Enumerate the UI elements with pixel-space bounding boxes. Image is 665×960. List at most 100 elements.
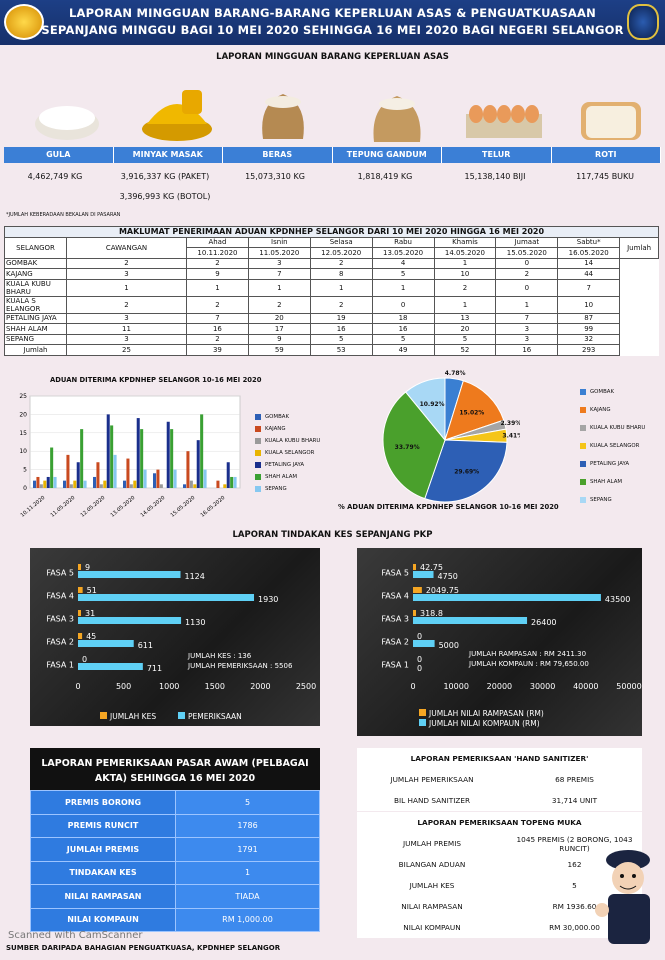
bar xyxy=(140,429,144,488)
data-label: 4750 xyxy=(438,572,458,581)
topeng-key: NILAI KOMPAUN xyxy=(403,923,461,932)
branch-name: Jumlah xyxy=(4,344,67,356)
pasar-value: 1 xyxy=(175,860,320,885)
pasar-title: LAPORAN PEMERIKSAAN PASAR AWAM (PELBAGAI… xyxy=(41,758,309,784)
pasar-title-box: LAPORAN PEMERIKSAAN PASAR AWAM (PELBAGAI… xyxy=(30,748,320,796)
bar xyxy=(143,469,147,488)
category-label: FASA 2 xyxy=(46,638,74,647)
cell-value: 4 xyxy=(371,257,435,269)
cell-value: 11 xyxy=(66,323,187,335)
cell-value: 49 xyxy=(371,344,435,356)
category-label: FASA 3 xyxy=(46,615,74,624)
hand-key: BIL HAND SANITIZER xyxy=(393,796,471,805)
bar xyxy=(223,484,227,488)
table-row: NILAI KOMPAUN RM 1,000.00 xyxy=(30,907,320,932)
bar xyxy=(153,473,157,488)
topeng-value: RM 30,000.00 xyxy=(549,923,600,932)
cell-value: 2 xyxy=(309,257,373,269)
qty-roti: 117,745 BUKU xyxy=(576,172,634,181)
data-label: 5000 xyxy=(439,641,459,650)
pie-chart-title: % ADUAN DITERIMA KPDNHEP SELANGOR 10-16 … xyxy=(338,503,559,511)
cell-value: 7 xyxy=(495,312,559,324)
cell-value: 25 xyxy=(66,344,187,356)
bar xyxy=(233,476,237,488)
header: LAPORAN MINGGUAN BARANG-BARANG KEPERLUAN… xyxy=(0,0,665,45)
supply-note: *JUMLAH KEBERADAAN BEKALAN DI PASARAN xyxy=(6,212,121,218)
bar xyxy=(413,617,528,624)
legend-item: KUALA KUBU BHARU xyxy=(580,419,645,437)
bar xyxy=(80,429,84,488)
bar xyxy=(189,480,193,488)
bar xyxy=(413,640,435,647)
cell-value: 2 xyxy=(433,278,497,297)
cell-value: 16 xyxy=(186,323,249,335)
table-row: KAJANG 3 9 7 8 5 10 2 44 xyxy=(4,268,659,280)
pie-chart-legend: GOMBAK KAJANG KUALA KUBU BHARU KUALA SELANG… xyxy=(580,383,645,509)
table-row: JUMLAH KES 5 xyxy=(357,875,642,896)
pasar-value: TIADA xyxy=(175,884,320,909)
annotation: JUMLAH RAMPASAN : RM 2411.30 xyxy=(468,650,586,658)
cell-value: 2 xyxy=(66,295,187,314)
legend-item: SEPANG xyxy=(580,491,645,509)
hand-sanitizer-table: LAPORAN PEMERIKSAAN 'HAND SANITIZER' JUML… xyxy=(357,748,642,811)
table-row: PREMIS RUNCIT 1786 xyxy=(30,813,320,838)
cell-value: 10 xyxy=(433,268,497,280)
data-label: 0 xyxy=(82,655,87,664)
bar xyxy=(99,484,103,488)
bar xyxy=(39,484,43,488)
complaints-pie-chart: 4.78% 15.02% 2.39% 3.41% 29.69% 33.79% 10.92% xyxy=(382,370,520,503)
cell-value: 2 xyxy=(66,257,187,269)
branch-header: CAWANGAN xyxy=(66,236,187,259)
cell-value: 1 xyxy=(371,278,435,297)
bar xyxy=(413,587,422,593)
bar xyxy=(66,454,70,488)
cell-value: 1 xyxy=(186,278,249,297)
data-label: 31 xyxy=(85,609,95,618)
state-cell: SELANGOR xyxy=(4,236,67,259)
product-beras: BERAS xyxy=(223,147,333,163)
date-header: 13.05.2020 xyxy=(371,247,435,259)
row-total: 7 xyxy=(557,278,621,297)
y-tick-label: 0 xyxy=(23,485,27,492)
category-label: FASA 3 xyxy=(381,615,409,624)
branch-name: SHAH ALAM xyxy=(4,323,67,335)
x-tick-label: 1500 xyxy=(205,682,225,691)
pasar-value: RM 1,000.00 xyxy=(175,907,320,932)
bar xyxy=(129,484,133,488)
legend-item: PETALING JAYA xyxy=(580,455,645,473)
officer-mascot-icon xyxy=(595,850,650,944)
x-tick-label: 11.05.2020 xyxy=(50,495,77,518)
cell-value: 53 xyxy=(309,344,373,356)
topeng-value: 162 xyxy=(567,860,582,869)
legend-item: SHAH ALAM xyxy=(255,471,320,483)
product-minyak-masak: MINYAK MASAK xyxy=(114,147,223,163)
bar xyxy=(33,480,37,488)
bar xyxy=(113,454,117,488)
cell-value: 3 xyxy=(66,333,187,345)
bar xyxy=(413,571,434,578)
legend-label: PEMERIKSAAN xyxy=(188,712,242,721)
legend-label: KUALA KUBU BHARU xyxy=(590,425,646,431)
x-tick-label: 1000 xyxy=(159,682,179,691)
table-row: GOMBAK 2 2 3 2 4 1 0 14 xyxy=(4,257,659,269)
legend-label: SHAH ALAM xyxy=(265,474,298,480)
bar xyxy=(83,480,87,488)
legend-label: SEPANG xyxy=(265,486,287,492)
annotation: JUMLAH KES : 136 xyxy=(187,652,252,660)
bar xyxy=(78,633,83,639)
bar xyxy=(196,440,200,488)
legend-item: KAJANG xyxy=(580,401,645,419)
data-label: 45 xyxy=(86,632,96,641)
category-label: FASA 1 xyxy=(46,661,74,670)
x-tick-label: 15.05.2020 xyxy=(170,495,197,518)
day-header: Isnin xyxy=(247,236,311,248)
pie-label: 29.69% xyxy=(454,469,479,476)
branch-name: SEPANG xyxy=(4,333,67,345)
x-tick-label: 16.05.2020 xyxy=(200,495,227,518)
data-label: 1130 xyxy=(185,618,205,627)
row-total: 10 xyxy=(557,295,621,314)
cell-value: 1 xyxy=(309,278,373,297)
table-row: NILAI RAMPASAN RM 1936.60 xyxy=(357,896,642,917)
hand-title: LAPORAN PEMERIKSAAN 'HAND SANITIZER' xyxy=(357,748,642,769)
